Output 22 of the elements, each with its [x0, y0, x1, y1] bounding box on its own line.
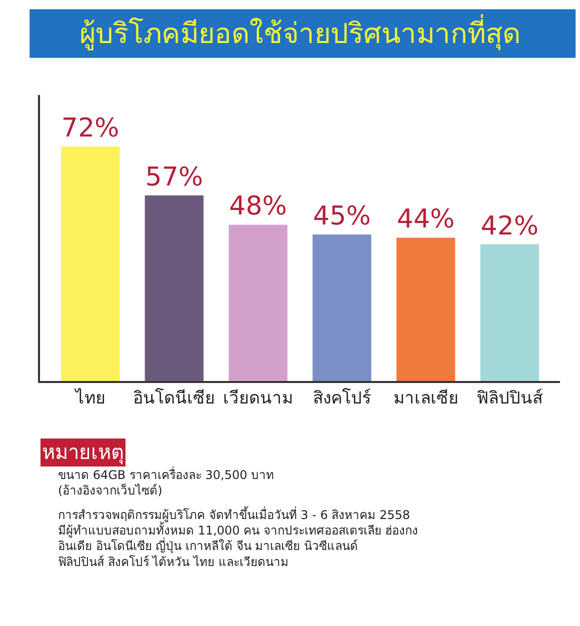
bar: [144, 195, 204, 381]
bar: [396, 238, 456, 381]
text: การสำรวจพฤติกรรมผู้บริโภค จัดทำขึ้นเมื่อวันที่ 3 - 6 สิงหาคม 2558 มีผู้ทำแบบสอบถามทั้งหมด 11,000 คน จากประเทศออสเตรเลีย ฮ่องกง อินเดีย อินโดนีเซีย ญี่ปุ่น เกาหลีใต้ จีน มาเลเซีย นิวซีแลนด์ ฟิลิปปินส์ สิงคโปร์ ไต้หวัน ไทย และเวียดนาม: [58, 506, 418, 569]
x-tick-label: ฟิลิปปินส์: [476, 388, 544, 408]
chart-title: ผู้บริโภคมียอดใช้จ่ายปริศนามากที่สุด: [80, 14, 520, 51]
x-tick-label: เวียดนาม: [223, 388, 294, 408]
x-tick-label: มาเลเซีย: [393, 388, 458, 408]
data-label: 45%: [313, 201, 371, 232]
x-tick-label: ไทย: [73, 387, 106, 408]
text: หมายเหตุ: [42, 440, 124, 465]
bar: [60, 146, 120, 381]
data-label: 44%: [396, 204, 455, 235]
bar: [228, 224, 288, 381]
data-label: 72%: [61, 114, 120, 144]
x-tick-label: สิงคโปร์: [312, 387, 371, 408]
x-tick-label: อินโดนีเซีย: [133, 387, 216, 408]
data-label: 57%: [145, 162, 204, 192]
text: ขนาด 64GB ราคาเครื่องละ 30,500 บาท (อ้างอิงจากเว็บไซต์): [58, 466, 274, 498]
bar: [312, 234, 372, 381]
data-label: 48%: [229, 192, 287, 222]
bar: [480, 244, 540, 381]
data-label: 42%: [480, 211, 539, 242]
